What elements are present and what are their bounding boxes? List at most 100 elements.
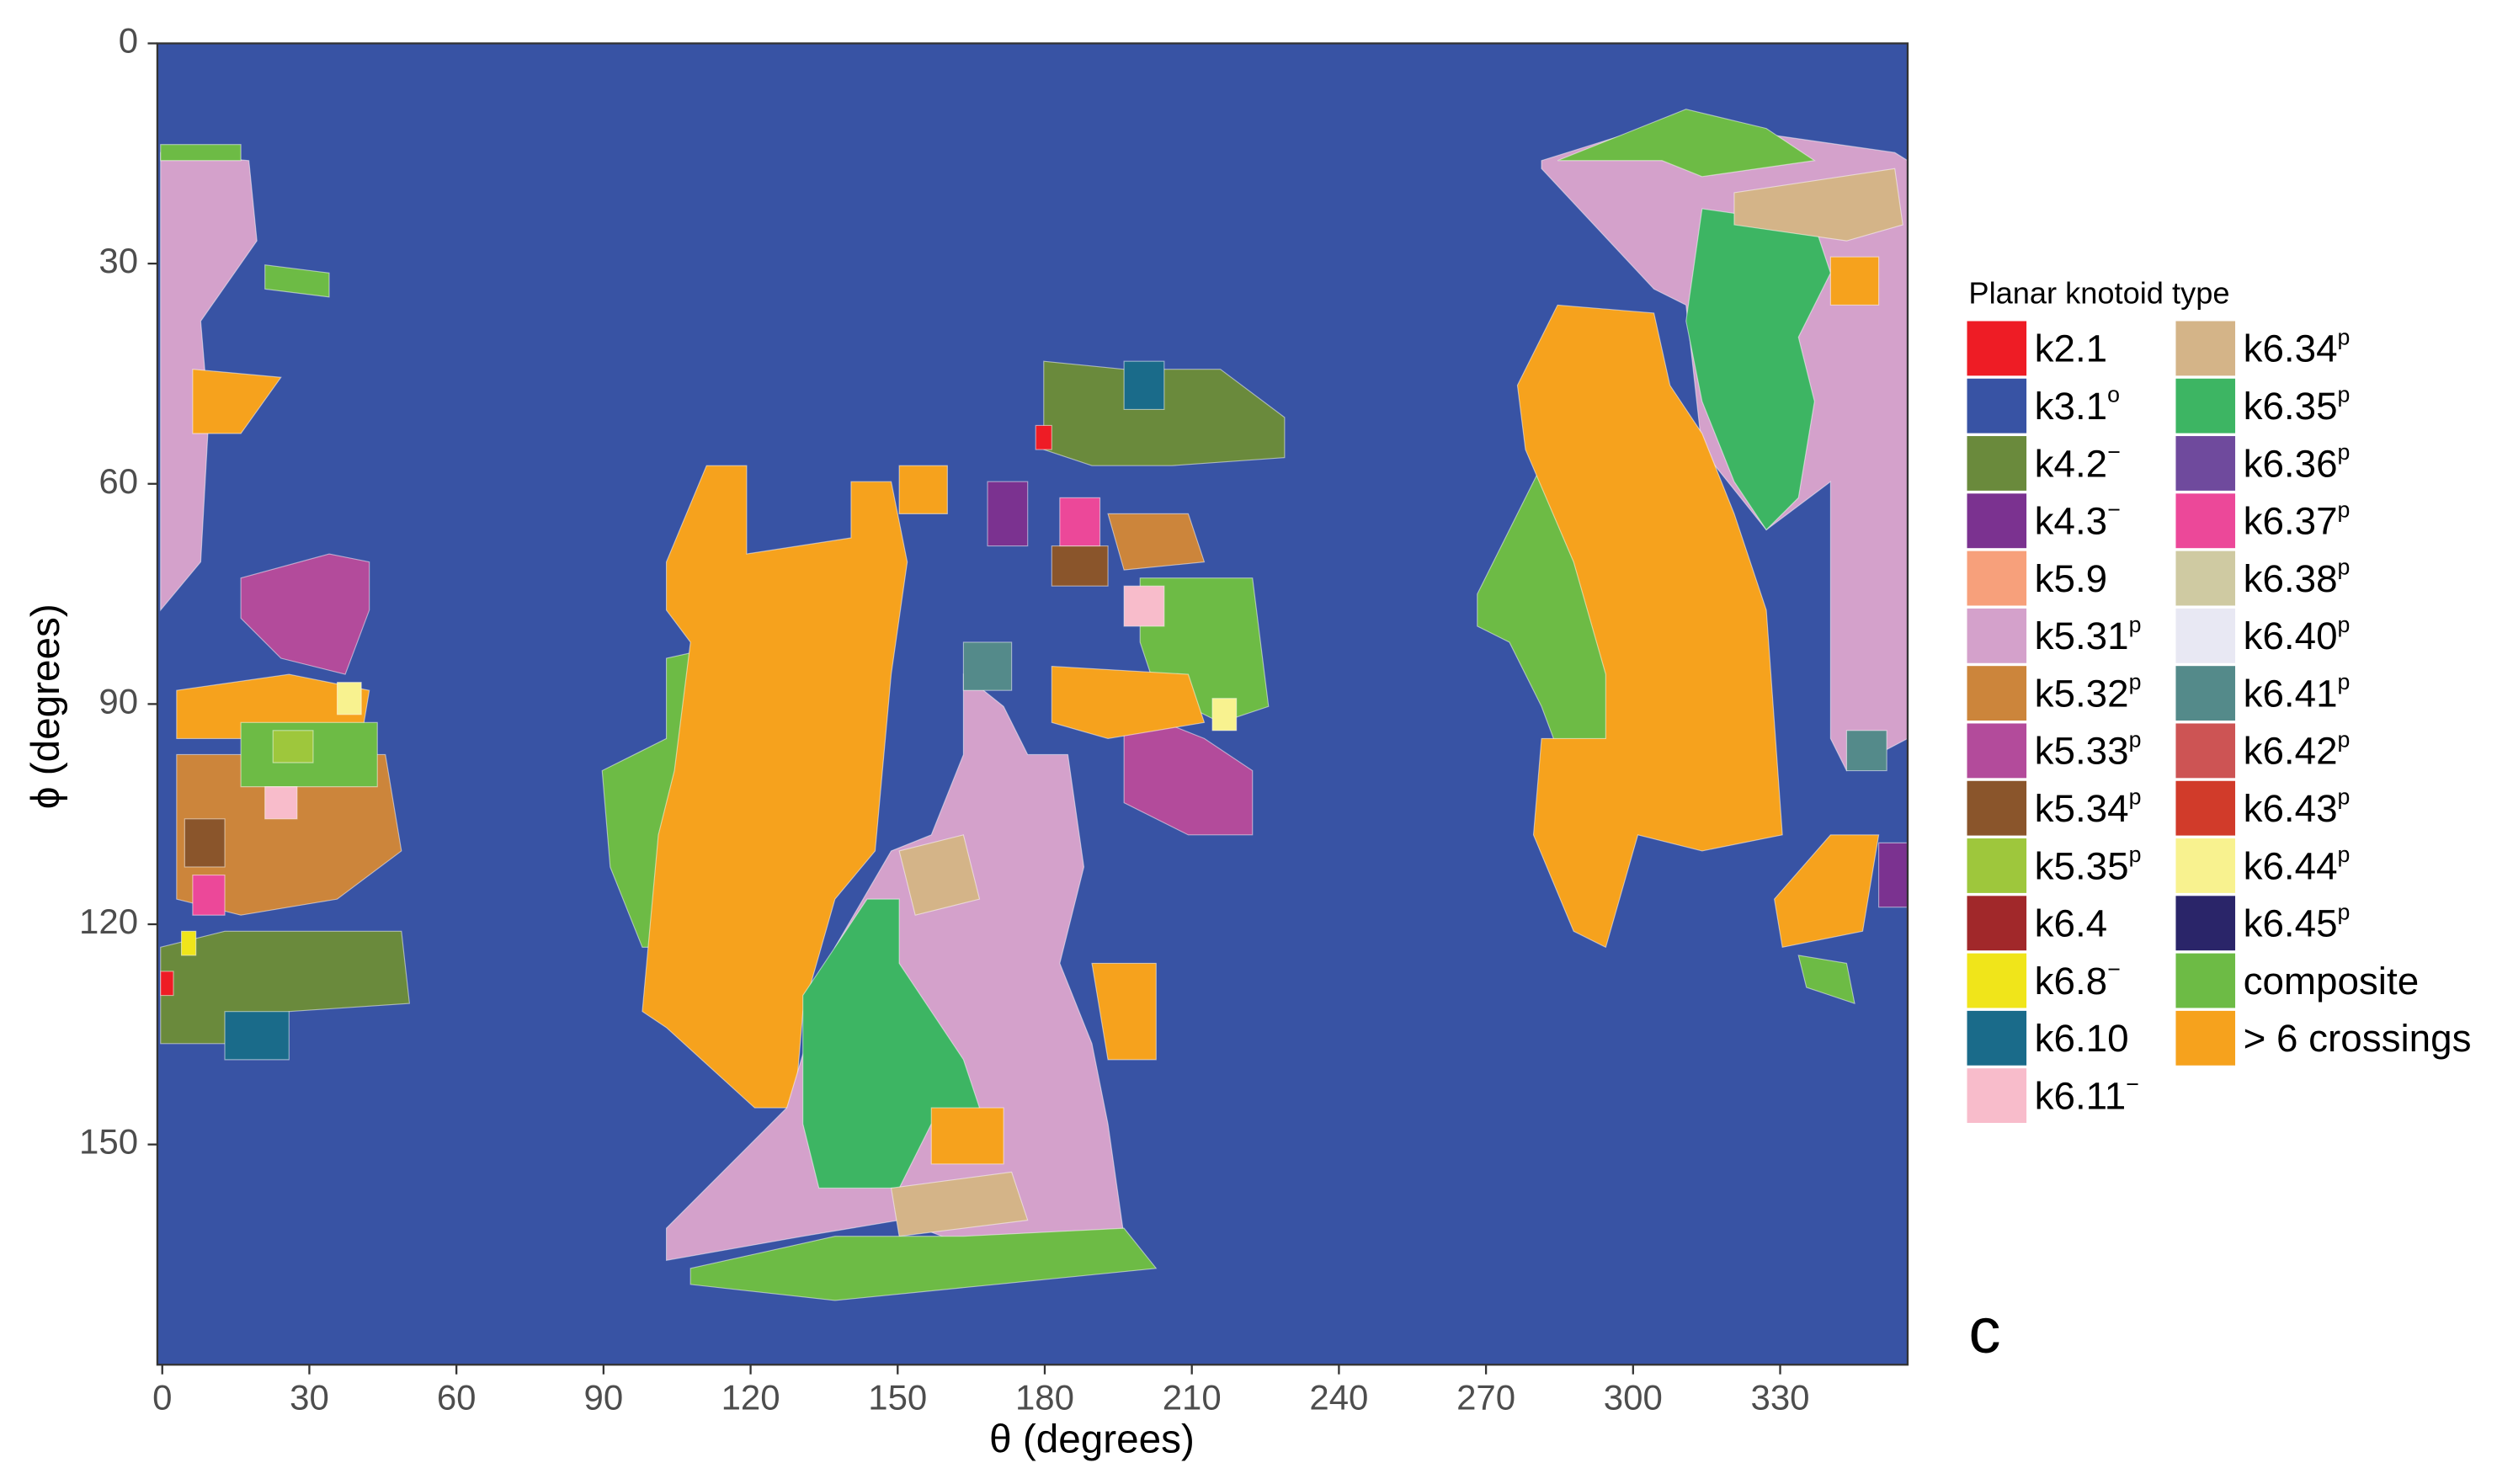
- legend-swatch: [1967, 723, 2027, 779]
- legend-label: k5.32p: [2035, 669, 2142, 715]
- legend-swatch: [2175, 838, 2236, 893]
- legend-superscript: p: [2338, 669, 2351, 694]
- region: [160, 152, 258, 612]
- legend-superscript: −: [2107, 957, 2121, 982]
- x-tick-label: 180: [1015, 1377, 1074, 1417]
- legend-name: composite: [2244, 960, 2420, 1003]
- legend-swatch: [2175, 780, 2236, 836]
- legend-label: k2.1: [2035, 327, 2108, 370]
- legend-name: > 6 crossings: [2244, 1017, 2472, 1060]
- region: [264, 264, 330, 298]
- region: [1211, 698, 1238, 731]
- region: [1829, 256, 1880, 306]
- legend-swatch: [1967, 551, 2027, 606]
- region: [336, 682, 362, 715]
- legend-superscript: p: [2129, 612, 2142, 637]
- legend-swatch: [1967, 1010, 2027, 1066]
- legend-name: k6.43: [2244, 787, 2338, 830]
- legend-swatch: [1967, 780, 2027, 836]
- x-tick-label: 300: [1604, 1377, 1663, 1417]
- legend-swatch: [1967, 378, 2027, 433]
- legend-swatch: [2175, 551, 2236, 606]
- legend-label: k6.36p: [2244, 439, 2351, 485]
- x-axis-title: θ (degrees): [989, 1417, 1195, 1461]
- legend-name: k5.34: [2035, 787, 2129, 830]
- legend-name: k6.36: [2244, 442, 2338, 485]
- legend-name: k4.3: [2035, 500, 2108, 543]
- panel-label: c: [1968, 1295, 2000, 1367]
- legend-swatch: [1967, 608, 2027, 663]
- legend-swatch: [2175, 378, 2236, 433]
- legend-name: k3.1: [2035, 385, 2108, 428]
- region: [930, 1107, 1004, 1165]
- x-tick-label: 30: [290, 1377, 329, 1417]
- region: [1733, 168, 1903, 242]
- region: [184, 818, 226, 868]
- y-tick-label: 90: [98, 681, 138, 721]
- y-tick-label: 0: [119, 21, 138, 61]
- region: [192, 874, 226, 916]
- legend-superscript: p: [2129, 842, 2142, 867]
- legend-label: k5.34p: [2035, 785, 2142, 830]
- region: [1051, 665, 1206, 739]
- legend-label: k4.3−: [2035, 497, 2121, 542]
- legend-swatch: [2175, 321, 2236, 376]
- region: [1123, 360, 1165, 410]
- region: [1797, 955, 1855, 1004]
- region: [1051, 545, 1109, 587]
- legend-superscript: p: [2338, 785, 2351, 810]
- legend-label: > 6 crossings: [2244, 1017, 2472, 1060]
- legend-label: k6.44p: [2244, 842, 2351, 887]
- region: [272, 730, 314, 763]
- legend-superscript: p: [2338, 612, 2351, 637]
- region: [1059, 497, 1101, 547]
- legend-swatch: [2175, 953, 2236, 1008]
- legend-swatch: [2175, 436, 2236, 491]
- x-tick-label: 210: [1163, 1377, 1222, 1417]
- legend-superscript: p: [2338, 555, 2351, 580]
- legend-name: k6.45: [2244, 902, 2338, 945]
- legend-name: k6.4: [2035, 902, 2108, 945]
- region: [160, 930, 411, 1045]
- region: [1774, 834, 1880, 949]
- x-tick-label: 240: [1309, 1377, 1368, 1417]
- legend-label: k6.40p: [2244, 612, 2351, 657]
- legend-swatch: [1967, 896, 2027, 951]
- legend-name: k6.11: [2035, 1075, 2127, 1118]
- region: [1878, 842, 1909, 908]
- x-tick-label: 0: [152, 1377, 172, 1417]
- legend-superscript: p: [2338, 382, 2351, 407]
- legend-superscript: −: [2107, 497, 2121, 522]
- legend-superscript: p: [2129, 785, 2142, 810]
- legend-label: k6.41p: [2244, 669, 2351, 715]
- region: [192, 369, 282, 434]
- legend-name: k6.34: [2244, 327, 2338, 370]
- region: [1123, 705, 1254, 836]
- legend-label: k6.45p: [2244, 899, 2351, 944]
- legend-superscript: p: [2129, 726, 2142, 752]
- legend-swatch: [2175, 723, 2236, 779]
- legend-label: k6.35p: [2244, 382, 2351, 428]
- x-tick-label: 270: [1456, 1377, 1515, 1417]
- legend-superscript: p: [2338, 726, 2351, 752]
- x-tick-label: 150: [868, 1377, 927, 1417]
- region: [1685, 208, 1831, 531]
- legend-swatch: [1967, 838, 2027, 893]
- region: [1845, 730, 1887, 772]
- legend-superscript: p: [2338, 497, 2351, 522]
- region: [898, 465, 948, 514]
- legend-label: k6.10: [2035, 1017, 2129, 1060]
- legend-name: k2.1: [2035, 327, 2108, 370]
- legend-name: k6.35: [2244, 385, 2338, 428]
- y-tick-label: 150: [79, 1122, 138, 1162]
- legend-label: k6.34p: [2244, 325, 2351, 370]
- region: [962, 641, 1013, 691]
- legend-title: Planar knotoid type: [1968, 276, 2229, 311]
- region: [180, 930, 197, 956]
- legend-name: k5.35: [2035, 844, 2129, 887]
- legend-label: k6.8−: [2035, 957, 2121, 1003]
- region: [1516, 304, 1783, 949]
- legend-swatch: [1967, 953, 2027, 1008]
- legend-label: k5.35p: [2035, 842, 2142, 887]
